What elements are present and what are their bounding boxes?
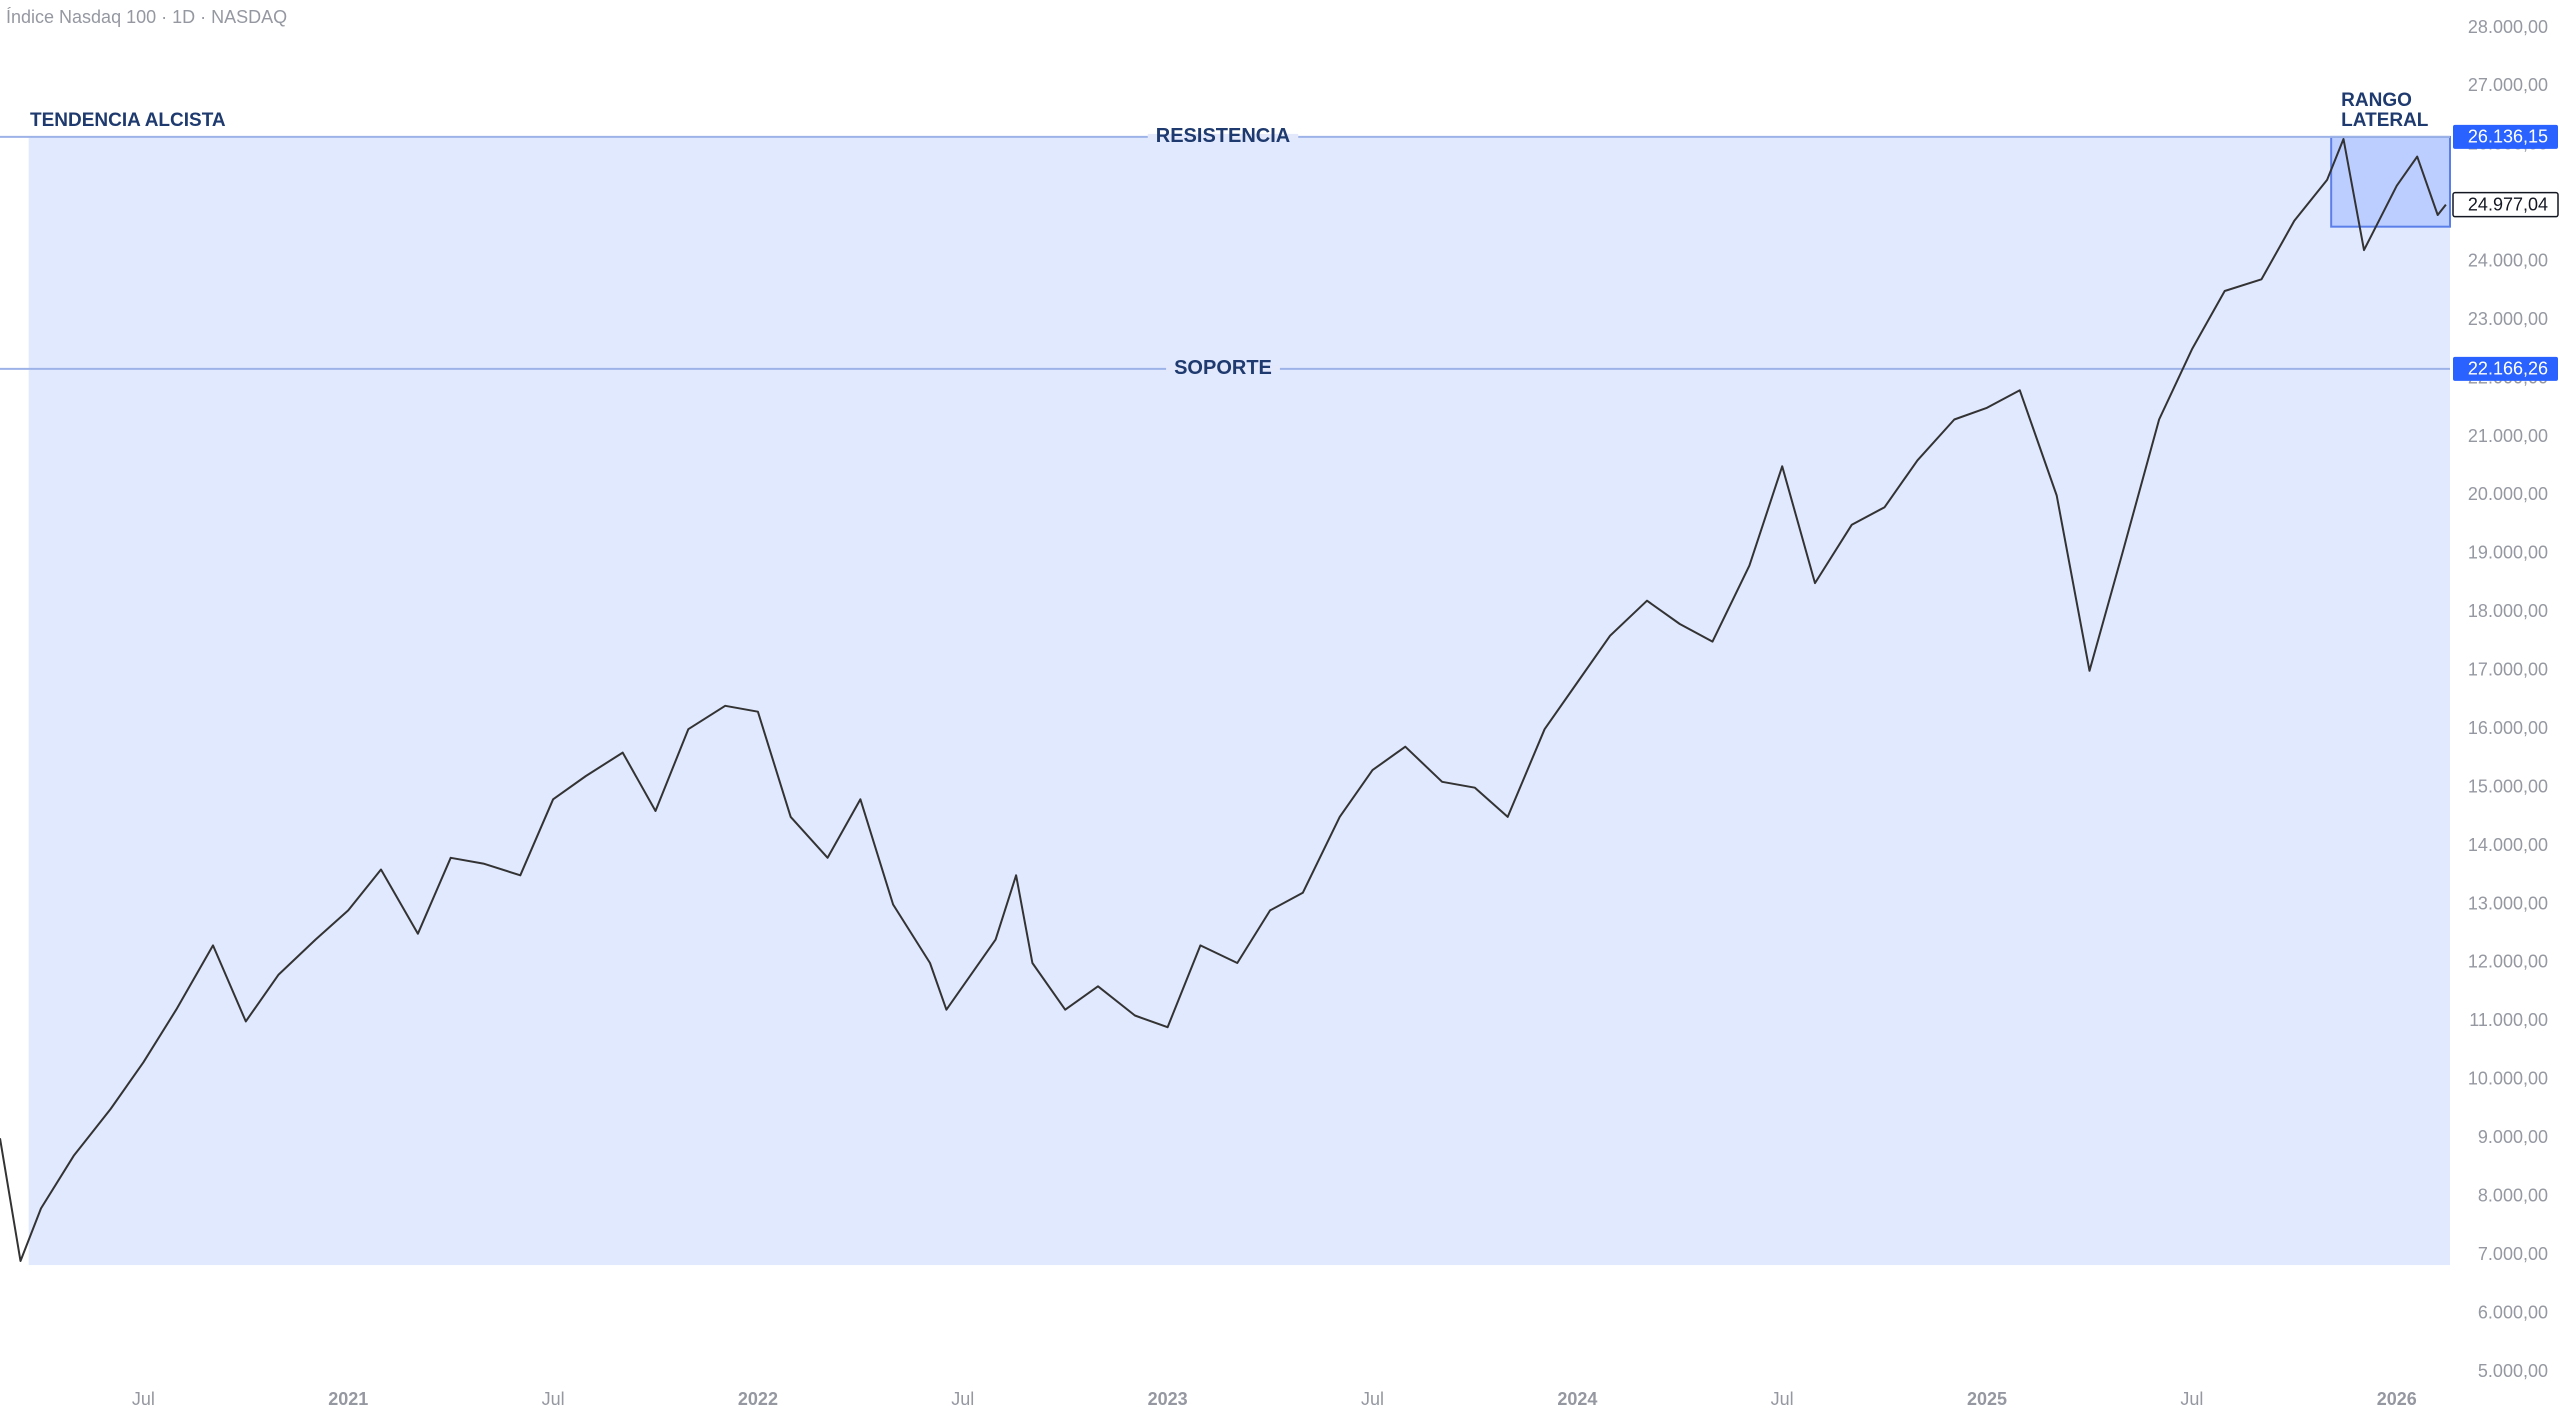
x-tick-label: Jul xyxy=(2180,1389,2203,1409)
zone xyxy=(28,136,2450,1266)
y-tick-label: 10.000,00 xyxy=(2468,1069,2548,1089)
y-tick-label: 18.000,00 xyxy=(2468,601,2548,621)
level-label: RESISTENCIA xyxy=(1156,125,1290,147)
zone xyxy=(2330,135,2451,228)
y-tick-label: 11.000,00 xyxy=(2469,1010,2548,1030)
y-tick-label: 15.000,00 xyxy=(2468,776,2548,796)
y-tick-label: 14.000,00 xyxy=(2468,835,2548,855)
y-tick-label: 5.000,00 xyxy=(2478,1361,2548,1381)
x-tick-label: 2025 xyxy=(1967,1389,2007,1409)
chart-title: Índice Nasdaq 100 · 1D · NASDAQ xyxy=(6,7,287,27)
zone-label: RANGO xyxy=(2341,90,2412,111)
y-tick-label: 9.000,00 xyxy=(2478,1127,2548,1147)
price-line xyxy=(0,138,2447,1262)
x-tick-label: Jul xyxy=(542,1389,565,1409)
y-tick-label: 17.000,00 xyxy=(2468,660,2548,680)
y-tick-label: 7.000,00 xyxy=(2478,1244,2548,1264)
price-tag-label: 26.136,15 xyxy=(2468,127,2548,147)
level-label: SOPORTE xyxy=(1174,357,1272,379)
x-tick-label: 2026 xyxy=(2377,1389,2417,1409)
zone-label: TENDENCIA ALCISTA xyxy=(30,110,226,131)
zone-label: LATERAL xyxy=(2341,110,2429,131)
y-tick-label: 23.000,00 xyxy=(2468,309,2548,329)
y-tick-label: 6.000,00 xyxy=(2478,1302,2548,1322)
y-tick-label: 20.000,00 xyxy=(2468,484,2548,504)
level-label-bg xyxy=(1166,365,1280,372)
last-price-tag xyxy=(2452,191,2559,218)
y-tick-label: 27.000,00 xyxy=(2468,75,2548,95)
y-tick-label: 28.000,00 xyxy=(2468,17,2548,37)
y-tick-label: 12.000,00 xyxy=(2468,952,2548,972)
y-tick-label: 8.000,00 xyxy=(2478,1185,2548,1205)
y-tick-label: 16.000,00 xyxy=(2468,718,2548,738)
price-tag-label: 22.166,26 xyxy=(2468,359,2548,379)
x-tick-label: 2021 xyxy=(328,1389,368,1409)
x-tick-label: 2022 xyxy=(738,1389,778,1409)
price-tag xyxy=(2453,124,2558,149)
last-price-label: 24.977,04 xyxy=(2468,194,2548,214)
y-tick-label: 13.000,00 xyxy=(2468,893,2548,913)
x-tick-label: Jul xyxy=(951,1389,974,1409)
y-tick-label: 24.000,00 xyxy=(2468,250,2548,270)
x-tick-label: 2024 xyxy=(1557,1389,1597,1409)
x-tick-label: Jul xyxy=(132,1389,155,1409)
y-tick-label: 21.000,00 xyxy=(2468,426,2548,446)
level-label-bg xyxy=(1147,133,1299,140)
x-tick-label: Jul xyxy=(1771,1389,1794,1409)
x-tick-label: 2023 xyxy=(1148,1389,1188,1409)
x-tick-label: Jul xyxy=(1361,1389,1384,1409)
y-tick-label: 19.000,00 xyxy=(2468,543,2548,563)
price-tag xyxy=(2453,356,2558,381)
